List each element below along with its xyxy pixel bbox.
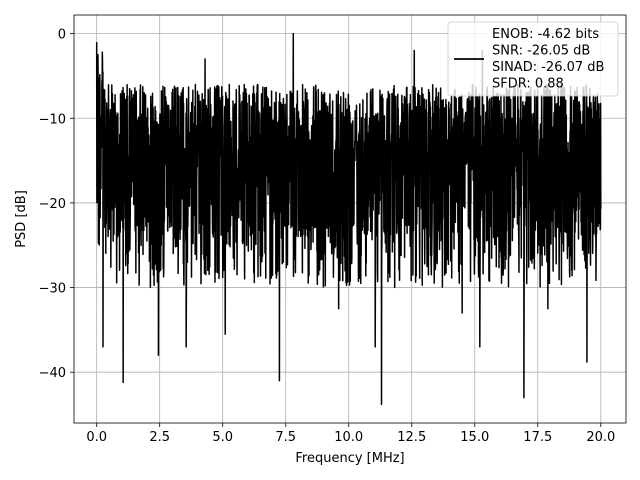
legend: ENOB: -4.62 bits SNR: -26.05 dB SINAD: -… [447, 21, 619, 97]
psd-series-line [95, 32, 602, 406]
ticks: 0.0 2.5 5.0 7.5 10.0 12.5 15.0 17.5 20.0 0 −10 −20 −… [39, 28, 616, 445]
y-tick-label: −20 [39, 197, 66, 212]
y-tick-label: 0 [58, 28, 66, 43]
x-tick-label: 7.5 [275, 430, 296, 445]
x-tick-label: 20.0 [586, 430, 615, 445]
legend-entry-sinad: SINAD: -26.07 dB [492, 60, 604, 75]
axes-frame [73, 14, 627, 424]
x-tick-label: 0.0 [86, 430, 107, 445]
y-tick-label: −40 [39, 366, 66, 381]
y-tick-label: −30 [39, 282, 66, 297]
legend-entry-enob: ENOB: -4.62 bits [492, 27, 599, 42]
plot-area [95, 32, 602, 406]
legend-entry-snr: SNR: -26.05 dB [492, 44, 590, 59]
legend-box [447, 21, 619, 97]
x-tick-label: 12.5 [397, 430, 426, 445]
x-tick-label: 2.5 [149, 430, 170, 445]
y-tick-label: −10 [39, 112, 66, 127]
x-axis-label: Frequency [MHz] [295, 451, 404, 466]
x-tick-label: 5.0 [212, 430, 233, 445]
legend-entry-sfdr: SFDR: 0.88 [492, 77, 564, 92]
x-tick-label: 15.0 [460, 430, 489, 445]
y-axis-label: PSD [dB] [14, 190, 29, 248]
x-tick-label: 17.5 [523, 430, 552, 445]
x-tick-label: 10.0 [334, 430, 363, 445]
